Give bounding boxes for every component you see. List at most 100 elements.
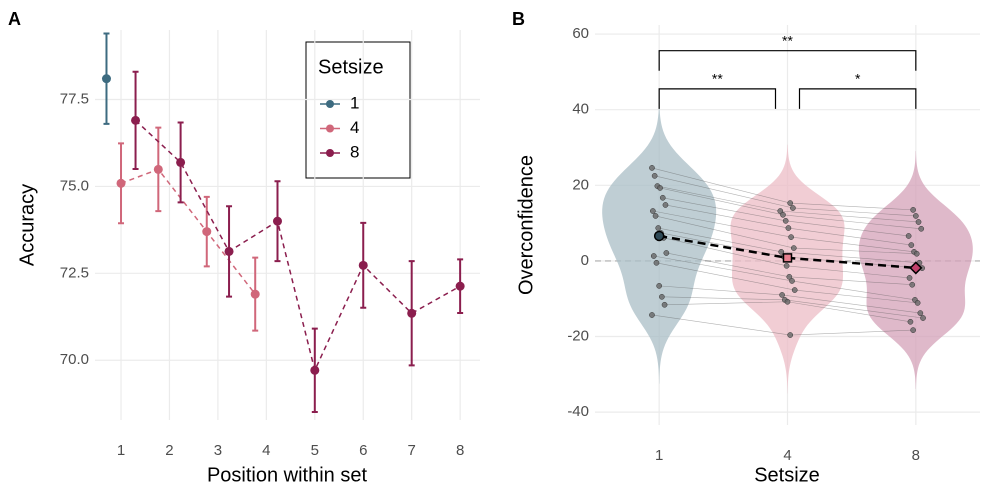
point — [656, 283, 663, 289]
point — [914, 300, 921, 306]
y-tick-label: 70.0 — [60, 351, 89, 368]
mean-marker — [909, 261, 923, 275]
legend-marker — [326, 100, 334, 108]
y-axis-title: Accuracy — [16, 184, 38, 266]
point — [779, 292, 785, 298]
point — [663, 250, 670, 256]
point — [786, 273, 793, 280]
significance-bracket — [798, 88, 917, 109]
point — [918, 225, 925, 232]
point — [910, 327, 916, 333]
point — [650, 208, 656, 214]
point — [780, 211, 786, 218]
point — [202, 227, 212, 237]
point — [920, 315, 926, 321]
significance-label: ** — [712, 71, 723, 87]
legend-title: Setsize — [318, 56, 384, 78]
legend-marker — [326, 124, 334, 133]
point — [176, 157, 186, 167]
point — [662, 202, 669, 208]
point — [131, 115, 141, 125]
panel-label: A — [8, 9, 21, 29]
point — [787, 200, 794, 206]
point — [224, 246, 234, 256]
point — [790, 205, 796, 211]
point — [905, 233, 912, 239]
point — [649, 312, 655, 318]
point — [783, 262, 790, 269]
point — [272, 216, 282, 226]
point — [789, 278, 795, 284]
x-tick-label: 2 — [165, 442, 173, 459]
point — [915, 219, 922, 225]
x-tick-label: 4 — [783, 447, 791, 464]
point — [250, 289, 260, 299]
y-tick-label: 0 — [581, 252, 589, 269]
y-tick-label: 20 — [572, 176, 589, 193]
point — [153, 164, 163, 174]
point — [659, 293, 665, 300]
point — [912, 213, 919, 219]
point — [649, 165, 655, 171]
y-tick-label: 77.5 — [60, 90, 89, 107]
point — [655, 225, 662, 231]
point — [310, 365, 320, 375]
point — [651, 173, 658, 179]
significance-label: * — [855, 71, 861, 87]
point — [787, 332, 794, 338]
y-tick-label: 60 — [572, 25, 589, 42]
y-tick-label: -20 — [567, 327, 589, 344]
legend-label: 8 — [350, 142, 359, 161]
point — [455, 281, 465, 291]
legend-label: 1 — [350, 93, 359, 112]
point — [909, 281, 916, 288]
point — [782, 217, 789, 224]
significance-bracket — [658, 50, 917, 71]
point — [784, 298, 791, 305]
mean-marker — [653, 230, 665, 242]
point — [910, 207, 916, 213]
point — [116, 178, 126, 188]
x-axis-title: Setsize — [754, 464, 820, 486]
significance-label: ** — [782, 32, 793, 48]
point — [659, 194, 666, 201]
point — [657, 185, 663, 191]
y-axis-title: Overconfidence — [515, 155, 537, 295]
legend-label: 4 — [350, 118, 359, 137]
point — [358, 260, 368, 270]
point — [661, 301, 668, 308]
violin — [730, 144, 845, 394]
point — [407, 308, 417, 318]
point — [906, 275, 913, 281]
panel-label: B — [512, 9, 525, 29]
x-tick-label: 8 — [456, 442, 464, 459]
x-tick-label: 5 — [311, 442, 319, 459]
point — [791, 287, 798, 293]
x-tick-label: 6 — [359, 442, 367, 459]
x-tick-label: 8 — [912, 447, 920, 464]
y-tick-label: 75.0 — [60, 177, 89, 194]
point — [790, 245, 797, 251]
point — [101, 74, 111, 84]
point — [652, 213, 659, 219]
significance-bracket — [658, 88, 777, 109]
violin — [602, 99, 717, 384]
legend-marker — [326, 149, 334, 157]
y-tick-label: 40 — [572, 101, 589, 118]
point — [785, 225, 792, 231]
y-tick-label: -40 — [567, 403, 589, 420]
legend-box — [305, 41, 411, 179]
x-tick-label: 1 — [655, 447, 663, 464]
point — [917, 310, 924, 316]
x-tick-label: 3 — [214, 442, 222, 459]
point — [653, 259, 660, 266]
point — [907, 318, 914, 325]
point — [908, 242, 915, 248]
series-line — [120, 168, 256, 295]
point — [788, 234, 794, 240]
x-tick-label: 7 — [408, 442, 416, 459]
x-tick-label: 4 — [262, 442, 270, 459]
x-axis-title: Position within set — [207, 464, 368, 486]
point — [778, 248, 785, 255]
